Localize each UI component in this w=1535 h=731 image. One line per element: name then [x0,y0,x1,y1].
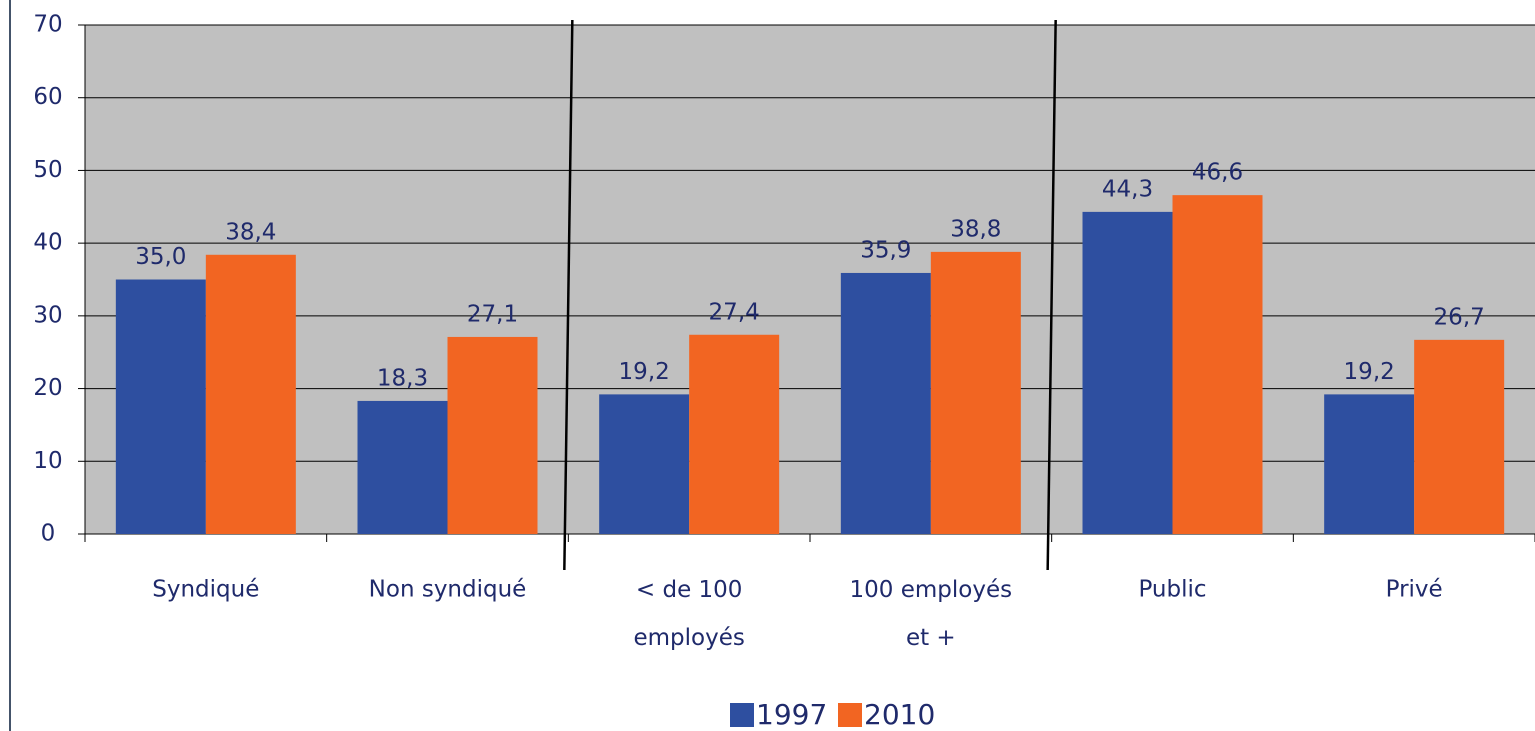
value-label: 19,2 [1344,359,1395,385]
bar [840,272,931,534]
value-label: 38,8 [950,216,1001,242]
value-label: 35,9 [860,237,911,263]
legend-label: 1997 [756,698,827,731]
legend-swatch [838,703,862,727]
group-separator [563,19,574,571]
y-tick-label: 50 [33,157,62,183]
bar [357,400,448,534]
x-tick-label: 100 employés et + [850,577,1013,651]
bar [689,334,780,534]
value-label: 18,3 [377,365,428,391]
legend-label: 2010 [864,698,935,731]
legend-swatch [730,703,754,727]
x-tick-label: Syndiqué [152,577,259,603]
value-label: 26,7 [1434,304,1485,330]
x-tick-label: < de 100 employés [633,577,744,651]
bar [1082,211,1173,534]
value-label: 27,1 [467,301,518,327]
x-tick-label: Privé [1386,577,1443,603]
bar [1414,339,1505,534]
x-tick-label: Public [1138,577,1206,603]
y-tick-label: 30 [33,302,62,328]
bar [930,251,1021,534]
x-tick-label: Non syndiqué [369,577,527,603]
value-label: 19,2 [619,359,670,385]
bar [115,279,206,534]
y-tick-label: 70 [33,12,62,38]
value-label: 46,6 [1192,160,1243,186]
bar [1172,195,1263,534]
y-tick-label: 20 [33,375,62,401]
y-tick-label: 10 [33,448,62,474]
plot-area [85,25,1535,534]
value-label: 44,3 [1102,176,1153,202]
y-tick-label: 40 [33,230,62,256]
value-label: 27,4 [709,299,760,325]
value-label: 38,4 [225,219,276,245]
y-tick-label: 0 [41,521,56,547]
bar [599,394,690,534]
bar [205,254,296,534]
y-tick-label: 60 [33,84,62,110]
group-separator [1046,19,1057,571]
bar [447,336,538,534]
value-label: 35,0 [135,244,186,270]
bar [1324,394,1415,534]
